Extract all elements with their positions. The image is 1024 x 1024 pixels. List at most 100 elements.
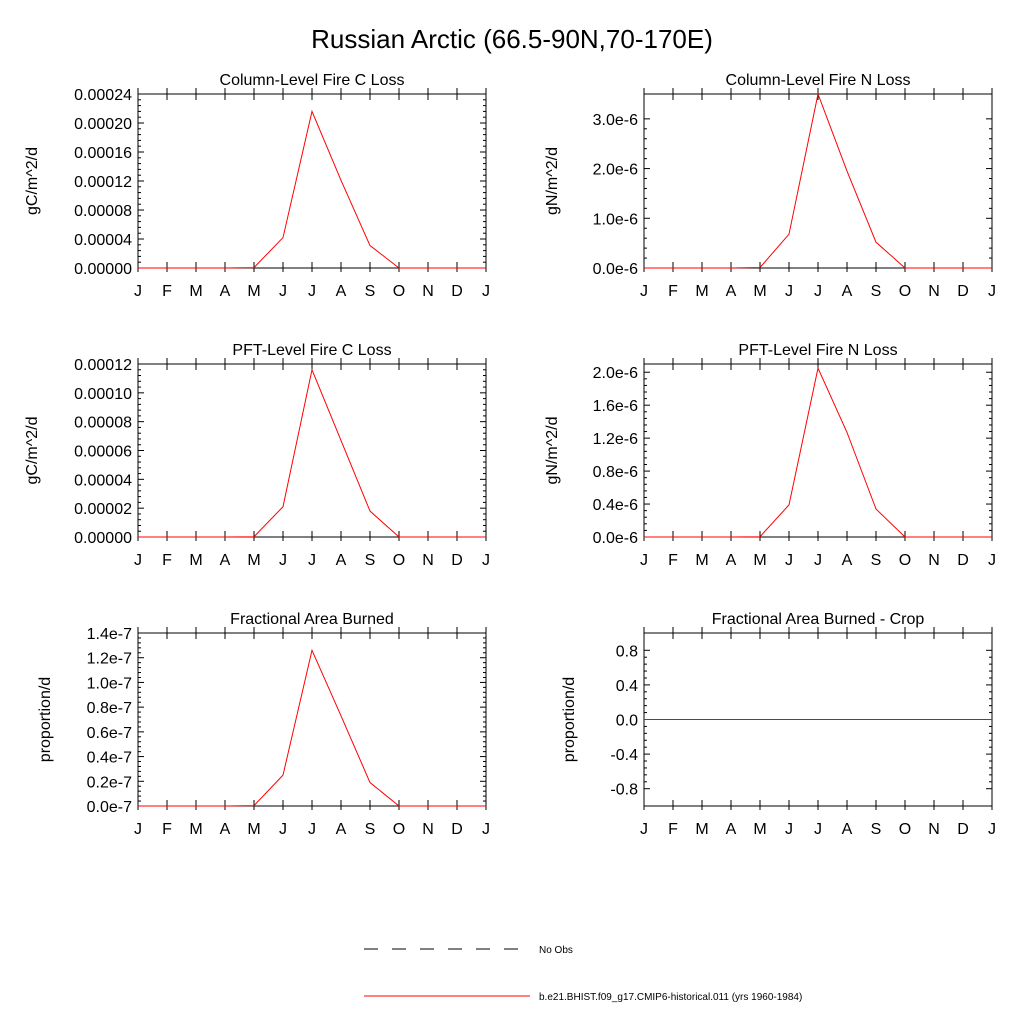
x-tick-label: M: [189, 821, 202, 838]
x-tick-label: J: [279, 821, 287, 838]
y-axis-label: gC/m^2/d: [24, 417, 41, 485]
x-tick-label: J: [640, 552, 648, 569]
y-tick-label: 0.0e-6: [593, 530, 638, 547]
x-tick-label: D: [957, 821, 969, 838]
x-tick-label: A: [842, 552, 853, 569]
x-tick-label: D: [957, 552, 969, 569]
y-tick-label: 1.0e-6: [593, 211, 638, 228]
x-tick-label: A: [726, 552, 737, 569]
y-tick-label: 0.00012: [74, 357, 132, 374]
panel-title: Fractional Area Burned - Crop: [712, 611, 925, 628]
x-tick-label: M: [753, 283, 766, 300]
page-title: Russian Arctic (66.5-90N,70-170E): [311, 24, 713, 54]
x-tick-label: O: [393, 552, 405, 569]
y-tick-label: 0.8e-6: [593, 464, 638, 481]
x-tick-label: J: [134, 552, 142, 569]
x-tick-label: A: [220, 283, 231, 300]
x-tick-label: M: [753, 821, 766, 838]
y-tick-label: 1.0e-7: [87, 675, 132, 692]
y-tick-label: 1.4e-7: [87, 626, 132, 643]
y-tick-label: 0.00004: [74, 472, 132, 489]
x-tick-label: A: [336, 821, 347, 838]
x-tick-label: J: [785, 821, 793, 838]
x-tick-label: M: [189, 283, 202, 300]
x-tick-label: S: [871, 283, 882, 300]
x-tick-label: N: [928, 552, 940, 569]
x-tick-label: M: [247, 552, 260, 569]
x-tick-label: J: [308, 283, 316, 300]
y-axis-label: gC/m^2/d: [24, 147, 41, 215]
x-tick-label: J: [640, 821, 648, 838]
y-tick-label: 0.4e-7: [87, 750, 132, 767]
y-tick-label: 0.00002: [74, 501, 132, 518]
y-tick-label: 2.0e-6: [593, 162, 638, 179]
plot-frame: [137, 93, 487, 269]
panel-column-level-fire-c-loss: Column-Level Fire C Loss gC/m^2/d 0.00000 0…: [24, 72, 490, 300]
x-tick-label: A: [842, 283, 853, 300]
y-tick-label: 0.00000: [74, 530, 132, 547]
y-tick-label: 0.2e-7: [87, 774, 132, 791]
y-tick-label: 0.00010: [74, 386, 132, 403]
series-line: [138, 368, 486, 538]
x-tick-label: N: [928, 821, 940, 838]
legend-model-label: b.e21.BHIST.f09_g17.CMIP6-historical.011…: [539, 992, 802, 1003]
y-axis-label: proportion/d: [37, 677, 54, 762]
legend-obs-label: No Obs: [539, 945, 573, 956]
x-tick-label: S: [365, 552, 376, 569]
x-tick-label: S: [365, 283, 376, 300]
y-tick-label: 1.2e-6: [593, 431, 638, 448]
series-line: [138, 648, 486, 807]
y-tick-label: 0.4: [616, 678, 638, 695]
panel-column-level-fire-n-loss: Column-Level Fire N Loss gN/m^2/d 0.0e-6 1.…: [544, 72, 996, 300]
y-tick-label: 0.6e-7: [87, 725, 132, 742]
x-tick-label: J: [814, 552, 822, 569]
x-tick-label: J: [988, 283, 996, 300]
x-tick-label: F: [162, 821, 172, 838]
x-tick-label: N: [422, 283, 434, 300]
y-tick-label: 0.8e-7: [87, 700, 132, 717]
y-axis-label: gN/m^2/d: [544, 417, 561, 485]
x-tick-label: M: [247, 821, 260, 838]
panels-group: Column-Level Fire C Loss gC/m^2/d 0.00000 0…: [24, 72, 996, 838]
y-tick-label: 0.0: [616, 713, 638, 730]
y-axis-label: gN/m^2/d: [544, 147, 561, 215]
panel-pft-level-fire-n-loss: PFT-Level Fire N Loss gN/m^2/d 0.0e-6 0.4e-…: [544, 342, 996, 569]
y-tick-label: 1.2e-7: [87, 651, 132, 668]
y-tick-label: 0.00008: [74, 203, 132, 220]
x-tick-label: F: [668, 283, 678, 300]
x-tick-label: J: [640, 283, 648, 300]
x-tick-label: O: [393, 821, 405, 838]
y-tick-label: 3.0e-6: [593, 112, 638, 129]
panel-title: PFT-Level Fire N Loss: [738, 342, 897, 359]
x-tick-label: S: [871, 821, 882, 838]
plot-frame: [137, 632, 487, 807]
x-tick-label: M: [695, 283, 708, 300]
x-tick-label: J: [134, 283, 142, 300]
x-tick-label: A: [220, 552, 231, 569]
x-tick-label: J: [279, 552, 287, 569]
y-tick-label: 0.00006: [74, 444, 132, 461]
x-tick-label: J: [988, 552, 996, 569]
x-tick-label: F: [668, 821, 678, 838]
x-tick-label: J: [134, 821, 142, 838]
x-tick-label: A: [726, 821, 737, 838]
x-tick-label: F: [162, 552, 172, 569]
x-tick-label: A: [220, 821, 231, 838]
x-tick-label: M: [247, 283, 260, 300]
x-tick-label: O: [899, 283, 911, 300]
legend: No Obs b.e21.BHIST.f09_g17.CMIP6-histori…: [364, 945, 802, 1003]
x-tick-label: J: [785, 552, 793, 569]
x-tick-label: M: [753, 552, 766, 569]
panel-title: PFT-Level Fire C Loss: [232, 342, 391, 359]
panel-fractional-area-burned-crop: Fractional Area Burned - Crop proportion/…: [561, 611, 996, 838]
y-tick-label: 0.00020: [74, 116, 132, 133]
y-tick-label: 0.00024: [74, 87, 132, 104]
x-tick-label: J: [988, 821, 996, 838]
x-tick-label: O: [899, 821, 911, 838]
x-tick-label: F: [668, 552, 678, 569]
y-axis-label: proportion/d: [561, 677, 578, 762]
panel-title: Column-Level Fire N Loss: [726, 72, 911, 89]
x-tick-label: A: [842, 821, 853, 838]
plot-frame: [137, 363, 487, 538]
